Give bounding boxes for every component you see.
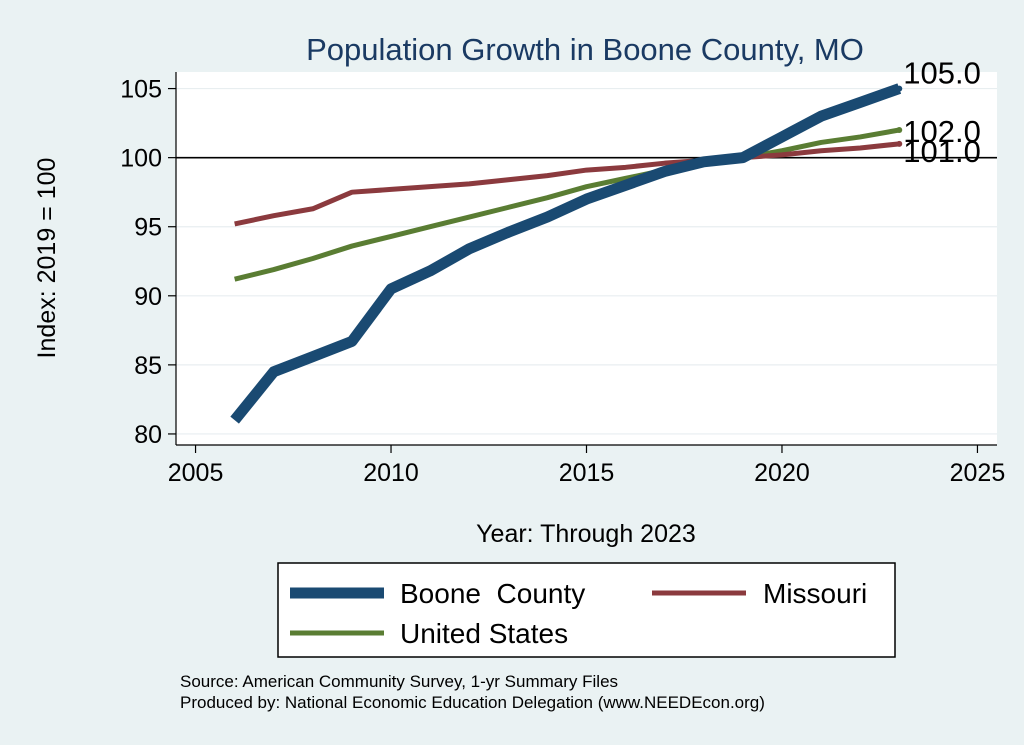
series-end-point (896, 85, 903, 92)
y-tick-label: 90 (134, 283, 162, 311)
x-axis-title: Year: Through 2023 (476, 520, 696, 548)
series-line-missouri (234, 141, 900, 227)
x-tick-labels: 2005 2010 2015 2020 2025 (168, 459, 1006, 487)
legend-label: Boone County (400, 578, 585, 609)
produced-note: Produced by: National Economic Education… (180, 693, 765, 712)
x-tick-label: 2005 (168, 459, 224, 487)
legend-label: Missouri (763, 578, 867, 609)
series-end-point (896, 127, 903, 134)
x-tick-label: 2010 (363, 459, 419, 487)
y-tick-label: 105 (120, 76, 162, 104)
legend: Boone County Missouri United States (290, 578, 867, 649)
y-axis-title: Index: 2019 = 100 (33, 158, 61, 359)
x-tick-label: 2025 (950, 459, 1006, 487)
end-value-label: 105.0 (903, 56, 981, 91)
series-line-united-states (234, 127, 900, 282)
y-tick-label: 100 (120, 145, 162, 173)
chart-title: Population Growth in Boone County, MO (306, 32, 864, 67)
y-tick-label: 85 (134, 352, 162, 380)
source-note: Source: American Community Survey, 1-yr … (180, 672, 618, 691)
x-tick-label: 2020 (754, 459, 810, 487)
series-line-boone-county (230, 83, 902, 424)
axes (168, 72, 997, 453)
y-tick-labels: 80 85 90 95 100 105 (120, 76, 162, 449)
y-tick-label: 95 (134, 214, 162, 242)
series-end-point (896, 140, 903, 147)
plot-area (176, 72, 997, 445)
legend-box (277, 562, 896, 658)
end-value-label: 101.0 (903, 134, 981, 169)
series-lines (230, 83, 902, 424)
legend-label: United States (400, 618, 568, 649)
y-tick-label: 80 (134, 421, 162, 449)
x-tick-label: 2015 (559, 459, 615, 487)
end-value-label: 102.0 (903, 114, 981, 149)
